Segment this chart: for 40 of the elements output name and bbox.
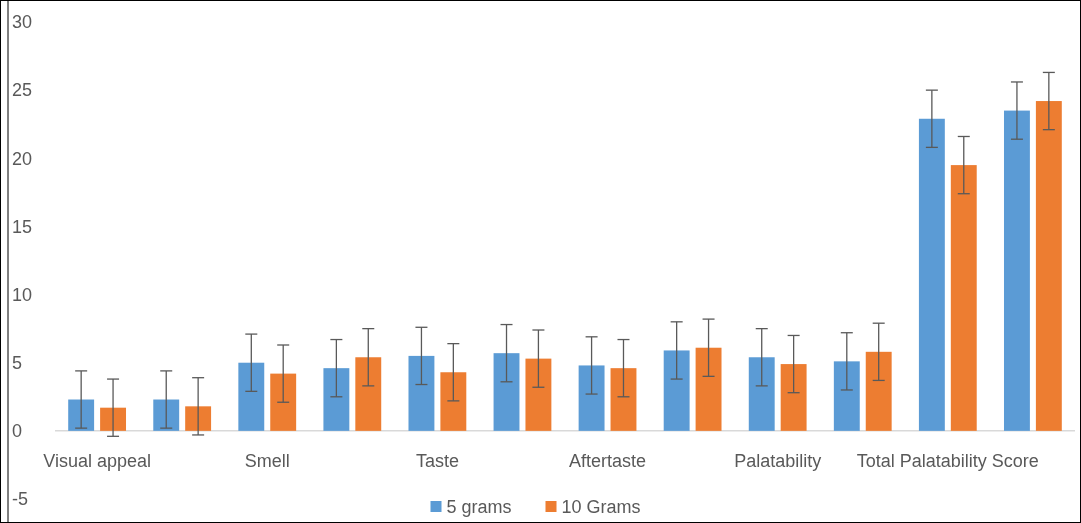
bar <box>185 406 212 431</box>
bar <box>493 353 520 431</box>
bar <box>68 399 95 431</box>
bar <box>323 368 350 431</box>
bar <box>355 357 382 431</box>
y-tick-label: 5 <box>12 353 23 374</box>
bar <box>780 364 807 431</box>
y-tick-label: 0 <box>12 421 23 442</box>
x-tick-label: Smell <box>244 450 290 471</box>
bar <box>663 350 690 431</box>
bar <box>153 399 180 431</box>
bar <box>833 361 860 431</box>
bar <box>748 357 775 431</box>
legend-label: 5 grams <box>446 497 512 518</box>
bar <box>695 347 722 431</box>
x-tick-label: Taste <box>415 450 459 471</box>
y-tick-label: 10 <box>12 284 33 305</box>
bar <box>610 368 637 431</box>
bar <box>865 351 892 431</box>
y-tick-label: 30 <box>12 12 33 33</box>
y-tick-label: 25 <box>12 80 33 101</box>
x-tick-label: Visual appeal <box>43 450 151 471</box>
x-tick-label: Palatability <box>734 450 822 471</box>
x-tick-label: Total Palatability Score <box>856 450 1039 471</box>
bar <box>1003 110 1030 431</box>
bar <box>270 373 297 431</box>
bar <box>440 372 467 431</box>
y-tick-label: 15 <box>12 216 33 237</box>
bar <box>100 407 127 431</box>
bar <box>238 362 265 431</box>
y-tick-label: 20 <box>12 148 33 169</box>
bar <box>1035 101 1062 431</box>
x-tick-label: Aftertaste <box>569 450 647 471</box>
bar <box>408 355 435 431</box>
bar <box>578 365 605 431</box>
bar <box>918 118 945 431</box>
y-tick-label: -5 <box>12 489 29 510</box>
bar <box>950 165 977 431</box>
legend-label: 10 Grams <box>561 497 641 518</box>
bar <box>525 358 552 431</box>
